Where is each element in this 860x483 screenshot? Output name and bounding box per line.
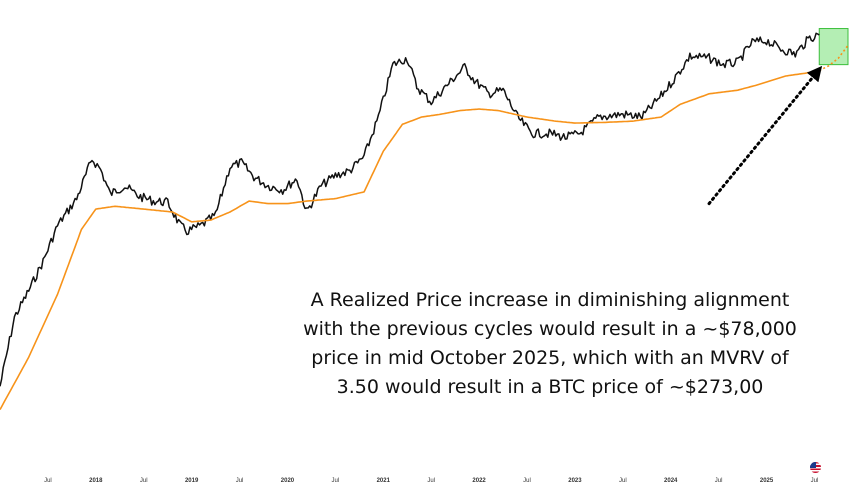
btc-price-line	[0, 32, 820, 387]
x-tick-label: Jul	[236, 478, 244, 483]
x-tick-label: 2025	[760, 478, 774, 483]
x-tick-label: Jul	[140, 478, 148, 483]
annotation-line: A Realized Price increase in diminishing…	[310, 289, 790, 311]
annotation-line: with the previous cycles would result in…	[303, 318, 797, 340]
annotation-line: price in mid October 2025, which with an…	[311, 347, 789, 369]
x-tick-label: 2022	[472, 478, 486, 483]
x-tick-label: Jul	[427, 478, 435, 483]
realized-price-projection-line	[818, 44, 849, 72]
x-tick-label: 2021	[377, 478, 391, 483]
x-tick-label: Jul	[619, 478, 627, 483]
x-tick-label: 2019	[185, 478, 199, 483]
projection-arrow	[707, 65, 823, 206]
x-tick-label: 2018	[89, 478, 103, 483]
target-zone-box	[818, 28, 849, 66]
x-tick-label: 2023	[568, 478, 582, 483]
x-tick-label: Jul	[811, 478, 819, 483]
realized-price-line	[0, 69, 820, 410]
us-flag-icon	[810, 462, 821, 473]
x-tick-label: 2020	[281, 478, 295, 483]
x-tick-label: Jul	[44, 478, 52, 483]
x-tick-label: Jul	[523, 478, 531, 483]
annotation-line: 3.50 would result in a BTC price of ~$27…	[336, 376, 764, 398]
x-tick-label: Jul	[332, 478, 340, 483]
x-tick-label: 2024	[664, 478, 678, 483]
chart-annotation: A Realized Price increase in diminishing…	[300, 286, 800, 402]
x-tick-label: Jul	[715, 478, 723, 483]
